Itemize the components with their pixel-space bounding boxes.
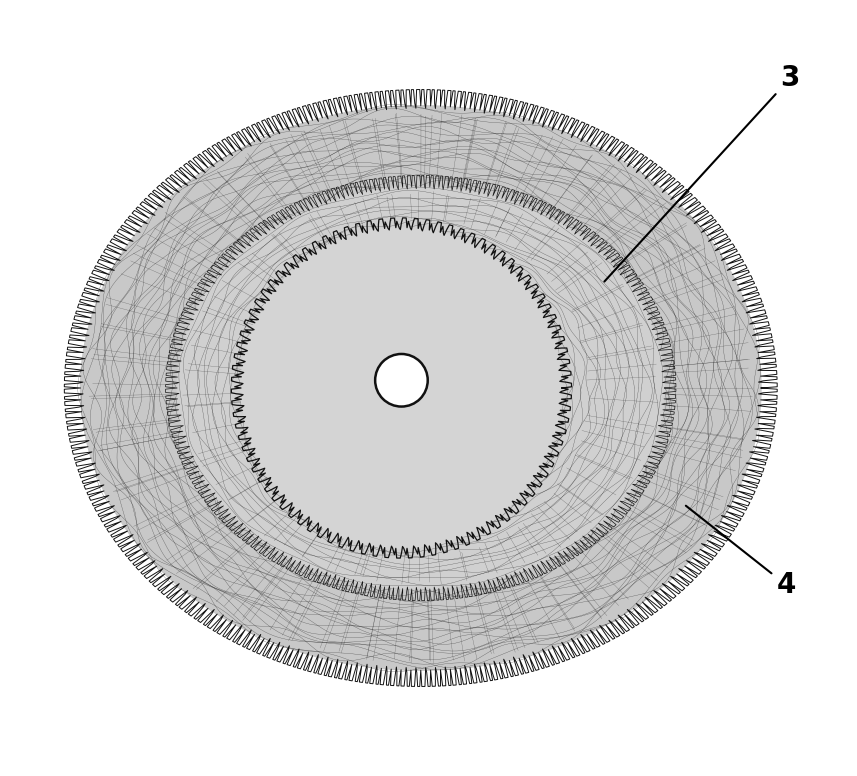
Polygon shape xyxy=(241,227,562,549)
Circle shape xyxy=(375,354,428,407)
Polygon shape xyxy=(177,187,664,589)
Polygon shape xyxy=(81,106,761,670)
Text: 3: 3 xyxy=(604,64,800,282)
Text: 4: 4 xyxy=(686,506,796,599)
